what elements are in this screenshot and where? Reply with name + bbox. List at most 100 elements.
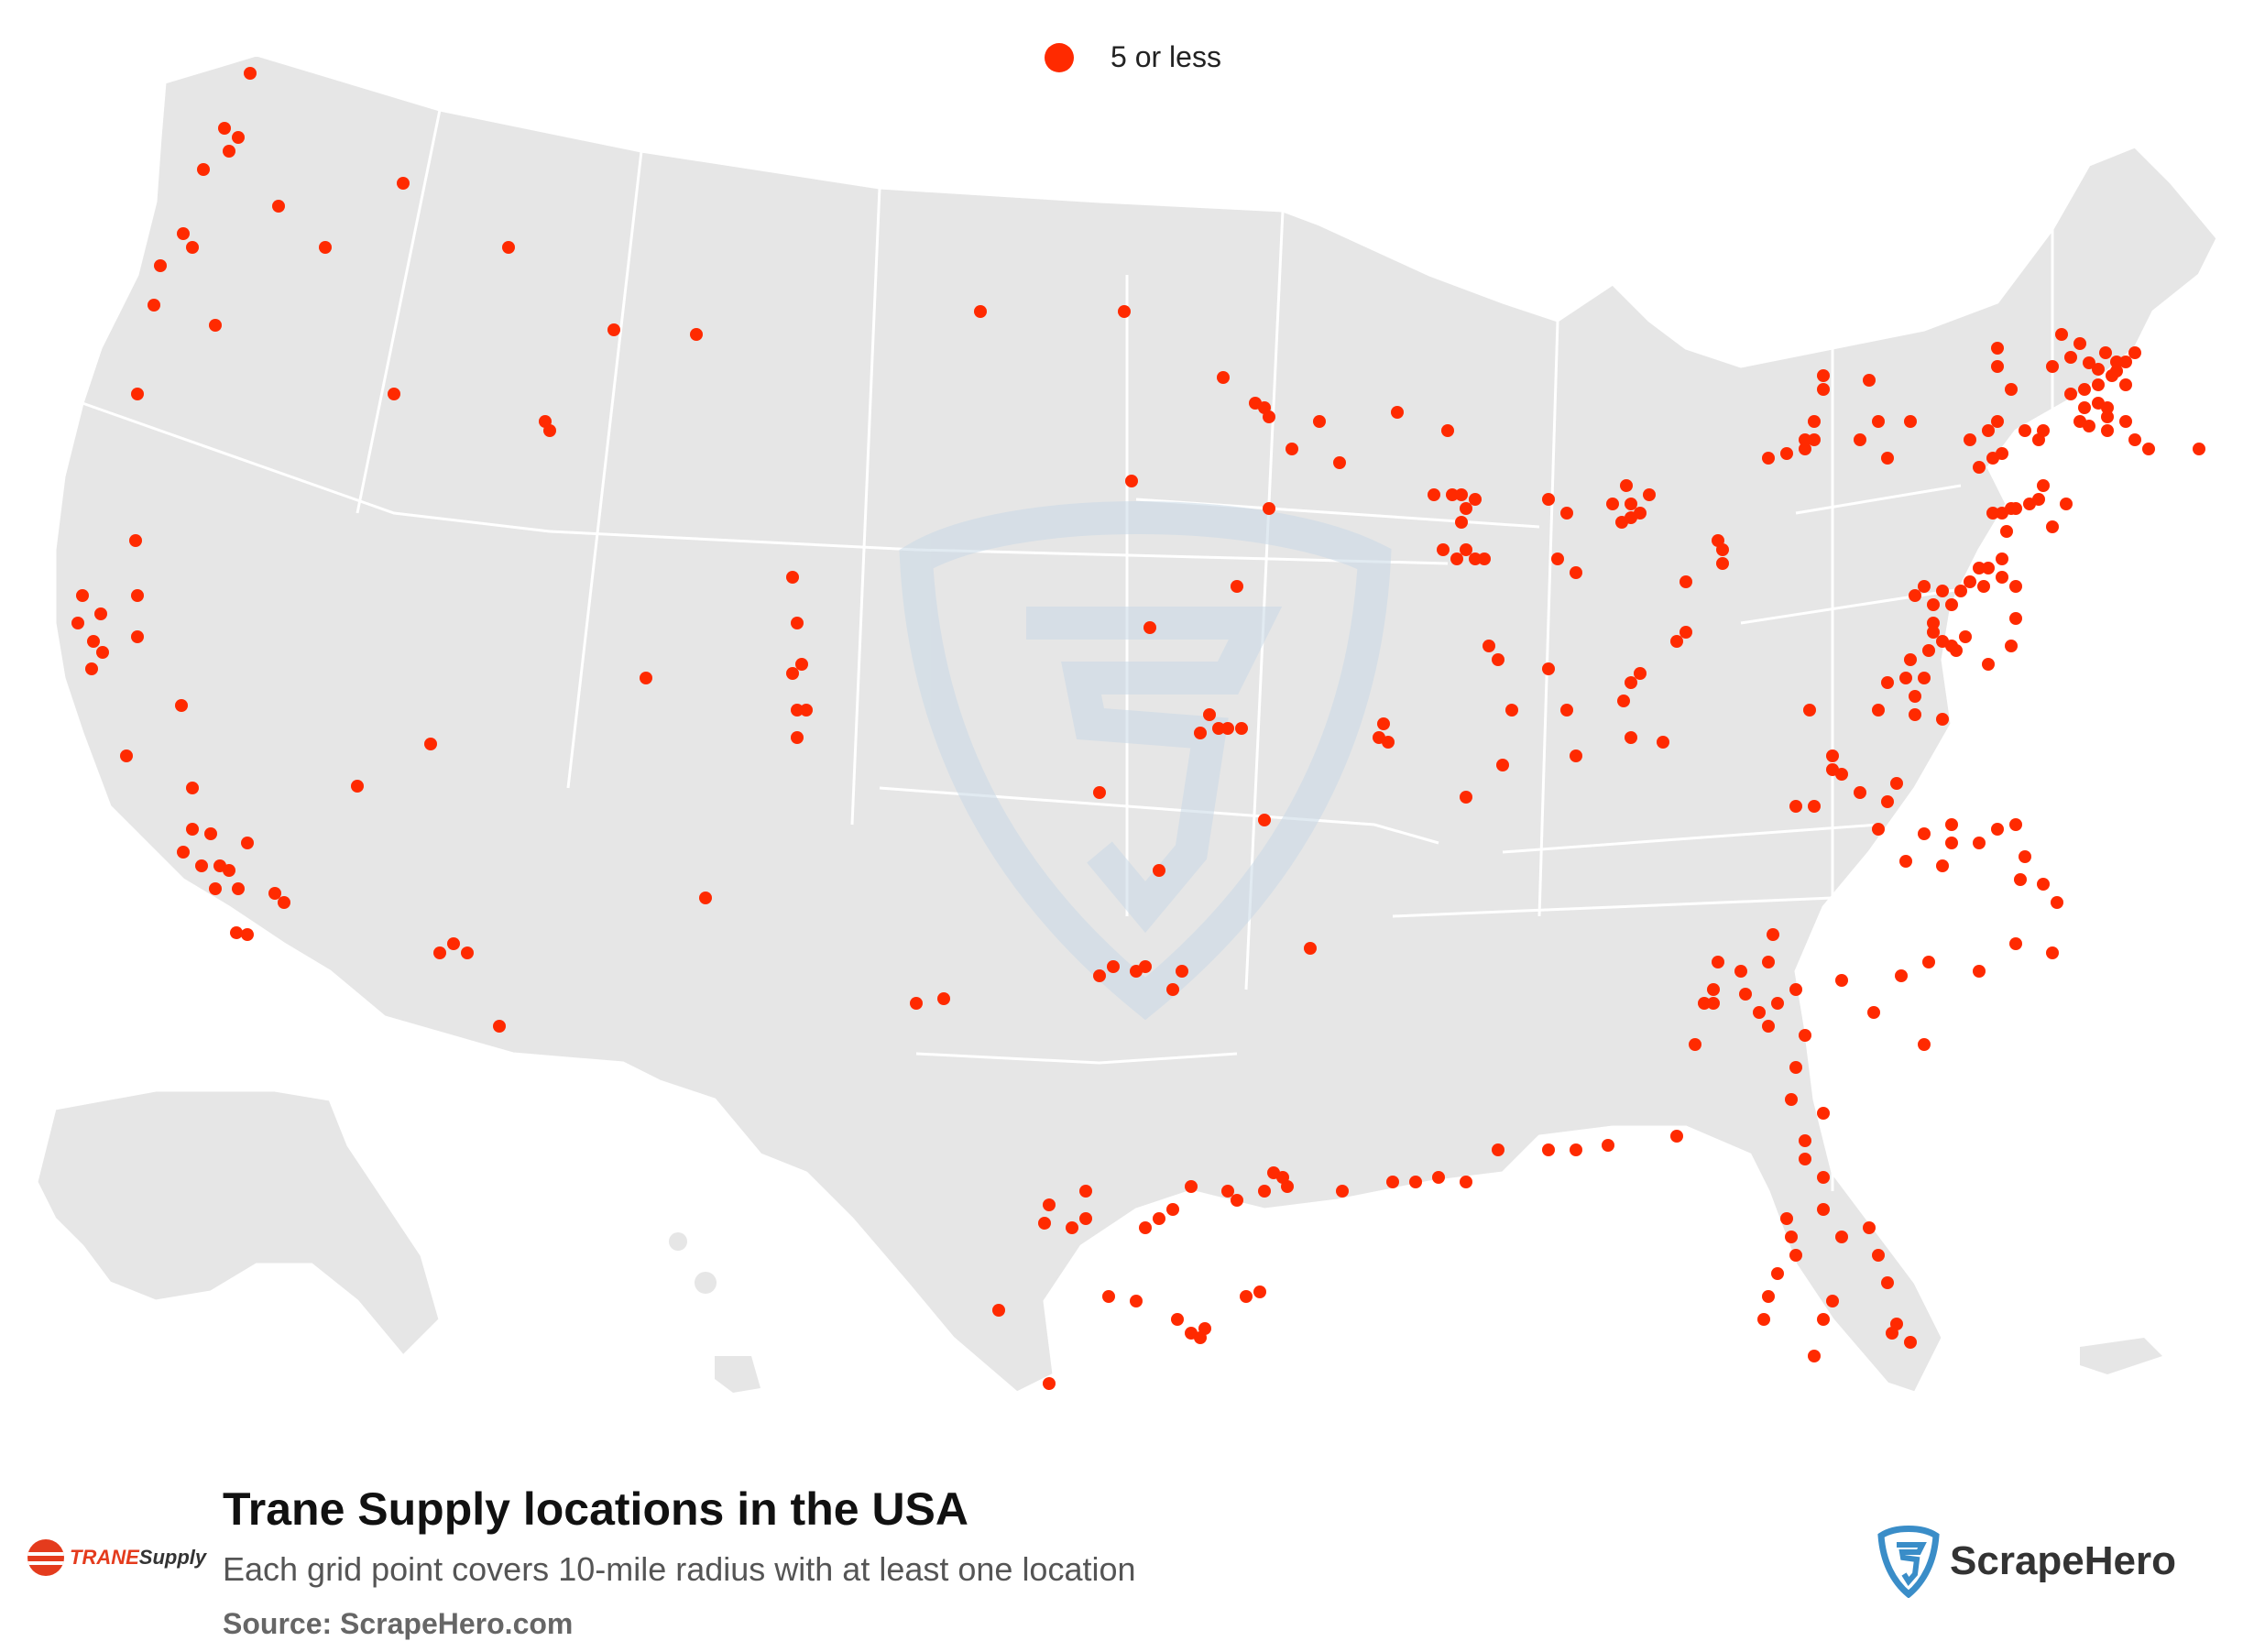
location-marker bbox=[1441, 424, 1454, 437]
location-marker bbox=[154, 259, 167, 272]
location-marker bbox=[94, 607, 107, 620]
location-marker bbox=[1185, 1180, 1198, 1193]
location-marker bbox=[129, 534, 142, 547]
watermark-shield-icon bbox=[899, 501, 1392, 1021]
location-marker bbox=[543, 424, 556, 437]
location-marker bbox=[1570, 1143, 1582, 1156]
location-marker bbox=[1785, 1231, 1798, 1243]
location-marker bbox=[1125, 475, 1138, 487]
location-marker bbox=[1808, 433, 1821, 446]
legend: 5 or less bbox=[1045, 40, 1221, 74]
location-marker bbox=[1881, 452, 1894, 465]
location-marker bbox=[1771, 997, 1784, 1010]
location-marker bbox=[1789, 1061, 1802, 1074]
location-marker bbox=[1762, 452, 1775, 465]
location-marker bbox=[1602, 1139, 1614, 1152]
provider-name: ScrapeHero bbox=[1950, 1538, 2177, 1583]
location-marker bbox=[2128, 433, 2141, 446]
location-marker bbox=[2009, 502, 2022, 515]
location-marker bbox=[2119, 356, 2132, 368]
location-marker bbox=[1469, 493, 1482, 506]
location-marker bbox=[2128, 346, 2141, 359]
location-marker bbox=[2083, 356, 2095, 369]
location-marker bbox=[2101, 424, 2114, 437]
location-marker bbox=[1253, 1285, 1266, 1298]
location-marker bbox=[795, 658, 808, 671]
location-marker bbox=[640, 672, 652, 684]
location-marker bbox=[1739, 988, 1752, 1001]
location-marker bbox=[177, 846, 190, 859]
location-marker bbox=[232, 131, 245, 144]
location-marker bbox=[1542, 1143, 1555, 1156]
location-marker bbox=[1377, 717, 1390, 730]
location-marker bbox=[1093, 969, 1106, 982]
location-marker bbox=[1872, 823, 1885, 836]
location-marker bbox=[1881, 1276, 1894, 1289]
legend-marker-icon bbox=[1045, 42, 1074, 72]
location-marker bbox=[1263, 502, 1275, 515]
location-marker bbox=[1551, 552, 1564, 565]
location-marker bbox=[1235, 722, 1248, 735]
location-marker bbox=[1872, 704, 1885, 717]
state-borders bbox=[82, 109, 2054, 1191]
location-marker bbox=[1872, 415, 1885, 428]
location-marker bbox=[1496, 759, 1509, 771]
location-marker bbox=[278, 896, 290, 909]
location-marker bbox=[1043, 1377, 1056, 1390]
location-marker bbox=[1918, 580, 1931, 593]
location-marker bbox=[241, 837, 254, 849]
location-marker bbox=[1982, 658, 1995, 671]
location-marker bbox=[1954, 585, 1967, 597]
location-marker bbox=[1854, 786, 1866, 799]
location-marker bbox=[76, 589, 89, 602]
location-marker bbox=[1950, 644, 1963, 657]
location-marker bbox=[230, 926, 243, 939]
location-marker bbox=[1753, 1006, 1766, 1019]
location-marker bbox=[2110, 365, 2123, 377]
location-marker bbox=[1808, 800, 1821, 813]
location-marker bbox=[2037, 479, 2050, 492]
location-marker bbox=[1973, 562, 1986, 574]
location-marker bbox=[791, 704, 804, 717]
location-marker bbox=[1789, 800, 1802, 813]
location-marker bbox=[244, 67, 257, 80]
scrapehero-shield-icon bbox=[1877, 1526, 1940, 1598]
location-marker bbox=[2142, 443, 2155, 455]
location-marker bbox=[1231, 580, 1243, 593]
location-marker bbox=[2110, 356, 2123, 368]
location-marker bbox=[120, 749, 133, 762]
location-marker bbox=[1973, 965, 1986, 978]
location-marker bbox=[2083, 420, 2095, 432]
location-marker bbox=[1634, 667, 1647, 680]
location-marker bbox=[1313, 415, 1326, 428]
location-marker bbox=[2046, 520, 2059, 533]
location-marker bbox=[1945, 818, 1958, 831]
location-marker bbox=[2193, 443, 2205, 455]
location-marker bbox=[1102, 1290, 1115, 1303]
location-marker bbox=[1835, 1231, 1848, 1243]
location-marker bbox=[1203, 708, 1216, 721]
location-marker bbox=[424, 738, 437, 750]
location-marker bbox=[1936, 859, 1949, 872]
location-marker bbox=[177, 227, 190, 240]
location-marker bbox=[1835, 974, 1848, 987]
location-marker bbox=[241, 928, 254, 941]
location-marker bbox=[461, 946, 474, 959]
location-marker bbox=[1625, 731, 1637, 744]
location-marker bbox=[2019, 424, 2031, 437]
location-marker bbox=[1437, 543, 1450, 556]
location-marker bbox=[1808, 415, 1821, 428]
source-note: Source: ScrapeHero.com bbox=[223, 1607, 574, 1640]
location-marker bbox=[1483, 640, 1495, 652]
location-marker bbox=[1505, 704, 1518, 717]
location-marker bbox=[1455, 488, 1468, 501]
location-marker bbox=[1560, 507, 1573, 520]
location-marker bbox=[1478, 552, 1491, 565]
location-marker bbox=[351, 780, 364, 793]
location-marker bbox=[791, 731, 804, 744]
location-marker bbox=[1973, 461, 1986, 474]
location-marker bbox=[1139, 1221, 1152, 1234]
location-marker bbox=[1780, 1212, 1793, 1225]
location-marker bbox=[1817, 1107, 1830, 1120]
location-marker bbox=[2078, 383, 2091, 396]
